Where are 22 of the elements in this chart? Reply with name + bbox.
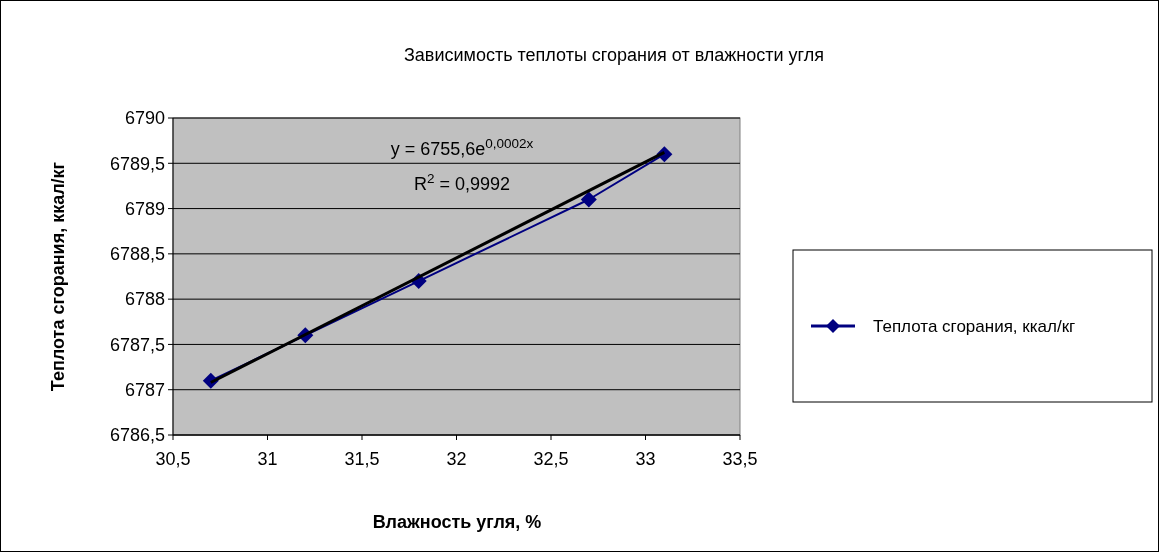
- y-tick-label: 6787,5: [109, 334, 165, 355]
- annotation: y = 6755,6e$^{0,0002x}$: [390, 135, 534, 159]
- y-tick-label: 6788: [124, 289, 165, 310]
- x-tick-label: 33: [635, 449, 656, 469]
- x-tick-label: 33,5: [722, 449, 758, 469]
- y-tick-label: 6787: [124, 380, 165, 401]
- x-tick-label: 31: [257, 449, 278, 469]
- y-tick-label: 6788,5: [109, 244, 165, 265]
- y-tick-label: 6789: [124, 198, 165, 219]
- x-tick-label: 32,5: [533, 449, 569, 469]
- y-tick-label: 6786,5: [109, 425, 165, 446]
- y-axis-title: Теплота сгорания, ккал/кг: [48, 161, 68, 392]
- y-tick-label: 6790: [124, 108, 165, 129]
- x-tick-label: 32: [446, 449, 467, 469]
- chart-title: Зависимость теплоты сгорания от влажности угля: [403, 45, 825, 65]
- point: [580, 191, 597, 208]
- legend-label: Теплота сгорания, ккал/кг: [873, 316, 1076, 336]
- x-tick-label: 30,5: [155, 449, 191, 469]
- y-tick-label: 6789,5: [109, 153, 165, 174]
- annotation: R$^{2}$ = 0,9992: [413, 170, 511, 194]
- x-tick-label: 31,5: [344, 449, 380, 469]
- x-axis-title: Влажность угля, %: [372, 512, 542, 532]
